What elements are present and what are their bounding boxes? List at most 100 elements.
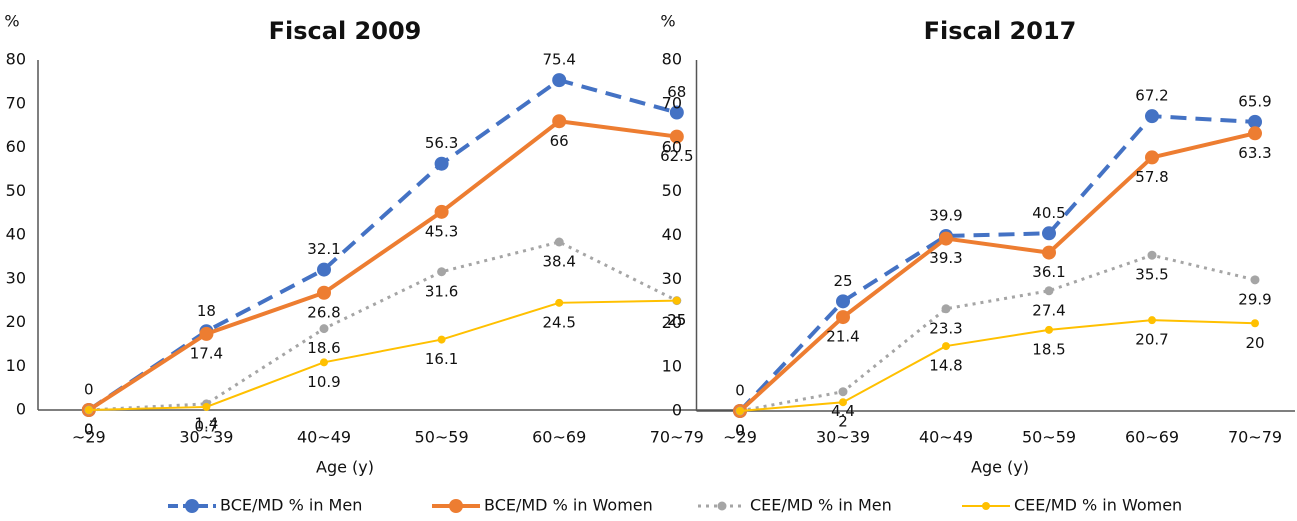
marker (84, 406, 93, 414)
data-label: 23.3 (929, 319, 962, 337)
x-tick-label: 30~39 (816, 428, 870, 447)
data-label: 0 (84, 421, 94, 439)
data-label: 75.4 (542, 51, 575, 69)
data-label: 63.3 (1238, 144, 1271, 162)
x-tick-label: ~29 (723, 428, 757, 447)
legend-label: CEE/MD % in Women (1014, 496, 1182, 515)
data-label: 32.1 (307, 240, 340, 258)
data-label: 66 (550, 132, 569, 150)
data-label: 25 (667, 311, 686, 329)
data-label: 39.9 (929, 206, 962, 224)
marker (1145, 150, 1159, 165)
marker (836, 294, 850, 309)
x-tick-label: 70~79 (650, 428, 704, 447)
marker (939, 231, 953, 246)
marker (555, 298, 564, 307)
data-label: 0 (735, 422, 745, 440)
x-tick-label: 50~59 (1022, 428, 1076, 447)
y-tick-label: 60 (662, 137, 682, 156)
data-label: 27.4 (1032, 301, 1065, 319)
y-tick-label: 40 (662, 225, 682, 244)
marker (320, 358, 328, 367)
series-line (87, 119, 678, 412)
legend-marker (717, 501, 727, 511)
y-tick-label: 30 (662, 269, 682, 288)
marker (836, 310, 850, 325)
y-axis-unit: % (660, 12, 675, 31)
marker (1042, 245, 1056, 260)
marker (437, 335, 446, 344)
data-label: 65.9 (1238, 92, 1271, 110)
y-tick-label: 20 (662, 313, 682, 332)
x-axis-title: Age (y) (971, 458, 1029, 477)
marker (317, 262, 331, 277)
data-label: 25 (667, 311, 686, 329)
legend-marker (185, 499, 199, 513)
series-line (88, 299, 677, 411)
series-line (739, 253, 1256, 413)
legend-label: CEE/MD % in Men (750, 496, 892, 515)
data-label: 4.4 (831, 402, 855, 420)
data-label: 0 (84, 381, 94, 399)
data-label: 40.5 (1032, 204, 1065, 222)
marker (1042, 226, 1056, 241)
data-label: 0 (735, 382, 745, 400)
data-label: 18 (197, 302, 216, 320)
marker (941, 304, 951, 314)
data-label: 17.4 (190, 344, 223, 362)
data-label: 0 (735, 422, 745, 440)
data-label: 24.5 (542, 313, 575, 331)
marker (1145, 109, 1159, 124)
data-label: 16.1 (425, 350, 458, 368)
data-label: 29.9 (1238, 290, 1271, 308)
y-tick-label: 80 (662, 50, 682, 69)
data-label: 18.5 (1032, 340, 1065, 358)
marker (552, 73, 567, 88)
x-tick-label: 60~69 (532, 428, 586, 447)
marker (1147, 250, 1157, 260)
y-tick-label: 70 (6, 93, 26, 112)
series-line (738, 114, 1256, 413)
marker (202, 402, 211, 411)
marker (1250, 275, 1260, 285)
legend-marker (449, 499, 463, 513)
y-tick-label: 30 (6, 268, 26, 287)
chart-title: Fiscal 2017 (924, 17, 1077, 45)
marker (199, 326, 214, 341)
data-label: 39.3 (929, 249, 962, 267)
data-label: 20 (1245, 334, 1264, 352)
data-label: 36.1 (1032, 263, 1065, 281)
marker (434, 156, 449, 171)
marker (1148, 316, 1156, 325)
marker (554, 237, 564, 247)
y-tick-label: 0 (672, 401, 682, 420)
data-label: 38.4 (542, 253, 575, 271)
marker (437, 267, 447, 277)
series-line (739, 319, 1256, 412)
marker (669, 129, 684, 144)
data-label: 0.7 (194, 417, 218, 435)
data-label: 31.6 (425, 282, 458, 300)
marker (672, 296, 681, 305)
series-line (738, 131, 1256, 413)
data-label: 21.4 (826, 328, 859, 346)
data-label: 56.3 (425, 134, 458, 152)
marker (1045, 325, 1053, 334)
marker (839, 398, 847, 407)
y-tick-label: 70 (662, 93, 682, 112)
data-label: 18.6 (307, 339, 340, 357)
marker (1248, 114, 1262, 129)
data-label: 0 (84, 421, 94, 439)
data-label: 10.9 (307, 373, 340, 391)
chart-title: Fiscal 2009 (269, 17, 422, 45)
y-tick-label: 10 (6, 356, 26, 375)
marker (1251, 319, 1259, 328)
series-line (88, 240, 678, 412)
data-label: 57.8 (1135, 168, 1168, 186)
data-label: 20.7 (1135, 331, 1168, 349)
legend-marker (982, 502, 990, 510)
y-tick-label: 20 (6, 312, 26, 331)
x-tick-label: 30~39 (179, 428, 233, 447)
y-tick-label: 50 (662, 181, 682, 200)
y-tick-label: 10 (662, 357, 682, 376)
